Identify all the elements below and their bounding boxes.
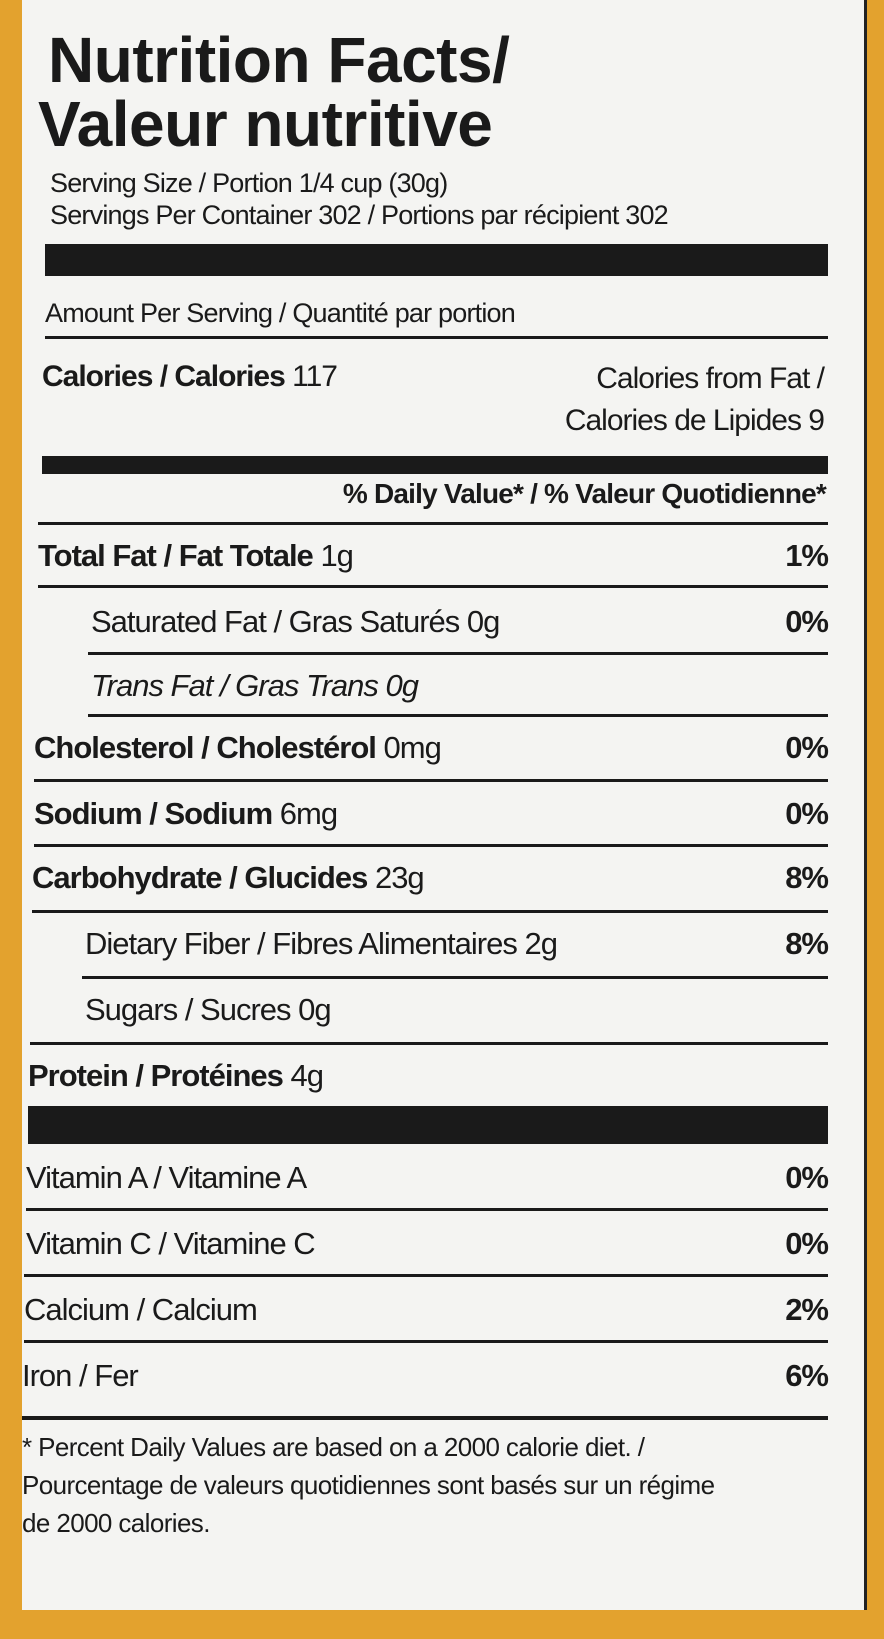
divider xyxy=(26,1208,828,1211)
vitamin-label: Vitamin A / Vitamine A xyxy=(26,1160,307,1195)
divider xyxy=(24,1340,828,1343)
nutrient-amount: 0g xyxy=(298,992,331,1027)
divider xyxy=(22,1416,828,1420)
calories-from-fat: Calories from Fat / Calories de Lipides … xyxy=(564,358,825,442)
vitamin-label: Iron / Fer xyxy=(22,1358,139,1393)
nutrient-amount: 23g xyxy=(374,860,425,895)
vitamin-row-vitamin-a: Vitamin A / Vitamine A 0% xyxy=(26,1152,829,1202)
nutrient-percent: 0% xyxy=(785,796,829,831)
footnote: * Percent Daily Values are based on a 20… xyxy=(22,1428,715,1542)
divider xyxy=(38,522,828,525)
nutrient-row-protein: Protein / Protéines 4g xyxy=(28,1050,828,1100)
footnote-line: de 2000 calories. xyxy=(22,1508,210,1538)
nutrient-row-total-fat: Total Fat / Fat Totale 1g 1% xyxy=(38,530,829,580)
nutrient-label: Sodium / Sodium xyxy=(34,796,273,831)
vitamin-row-calcium: Calcium / Calcium 2% xyxy=(24,1284,829,1334)
calories-from-fat-fr: Calories de Lipides 9 xyxy=(564,404,825,437)
calories-row: Calories / Calories 117 xyxy=(42,360,338,394)
nutrient-label: Carbohydrate / Glucides xyxy=(32,860,368,895)
servings-per-container: Servings Per Container 302 / Portions pa… xyxy=(50,200,669,230)
nutrient-percent: 8% xyxy=(785,860,829,895)
thick-divider xyxy=(42,456,828,474)
nutrient-label: Cholesterol / Cholestérol xyxy=(34,730,377,765)
nutrient-amount: 4g xyxy=(290,1058,324,1093)
nutrient-label: Total Fat / Fat Totale xyxy=(38,538,314,573)
nutrient-label: Dietary Fiber / Fibres Alimentaires xyxy=(85,926,518,961)
nutrient-row-saturated-fat: Saturated Fat / Gras Saturés 0g 0% xyxy=(36,596,829,646)
divider xyxy=(34,844,828,847)
nutrient-percent: 0% xyxy=(785,730,829,765)
divider xyxy=(24,1274,828,1277)
calories-label: Calories / Calories xyxy=(42,360,286,393)
thick-divider xyxy=(28,1106,828,1144)
nutrient-amount: 0mg xyxy=(383,730,442,765)
nutrient-row-cholesterol: Cholesterol / Cholestérol 0mg 0% xyxy=(34,722,829,772)
footnote-line: Pourcentage de valeurs quotidiennes sont… xyxy=(22,1470,715,1500)
serving-size: Serving Size / Portion 1/4 cup (30g) xyxy=(50,168,448,198)
nutrient-amount: 0g xyxy=(466,604,500,639)
daily-value-header: % Daily Value* / % Valeur Quotidienne* xyxy=(342,478,827,509)
vitamin-percent: 0% xyxy=(785,1226,829,1261)
vitamin-label: Calcium / Calcium xyxy=(24,1292,258,1327)
vitamin-percent: 0% xyxy=(785,1160,829,1195)
calories-from-fat-en: Calories from Fat / xyxy=(596,362,825,395)
vitamin-row-iron: Iron / Fer 6% xyxy=(22,1350,829,1400)
calories-value: 117 xyxy=(292,360,338,393)
title-french: Valeur nutritive xyxy=(38,88,493,160)
vitamin-label: Vitamin C / Vitamine C xyxy=(26,1226,316,1261)
nutrient-percent: 0% xyxy=(785,604,829,639)
nutrient-label: Saturated Fat / Gras Saturés xyxy=(91,604,460,639)
nutrient-percent: 8% xyxy=(785,926,829,961)
nutrient-amount: 0g xyxy=(385,668,419,703)
nutrient-label: Protein / Protéines xyxy=(28,1058,284,1093)
vitamin-percent: 2% xyxy=(785,1292,829,1327)
vitamin-row-vitamin-c: Vitamin C / Vitamine C 0% xyxy=(26,1218,829,1268)
nutrient-amount: 6mg xyxy=(279,796,338,831)
nutrient-row-dietary-fiber: Dietary Fiber / Fibres Alimentaires 2g 8… xyxy=(30,918,829,968)
nutrient-amount: 1g xyxy=(320,538,353,573)
nutrient-label: Sugars / Sucres xyxy=(85,992,292,1027)
title-english: Nutrition Facts/ xyxy=(48,24,510,96)
amount-per-serving: Amount Per Serving / Quantité par portio… xyxy=(45,298,516,328)
divider xyxy=(88,714,828,717)
nutrient-percent: 1% xyxy=(785,538,829,573)
nutrient-label: Trans Fat / Gras Trans xyxy=(91,668,379,703)
nutrient-row-sugars: Sugars / Sucres 0g xyxy=(30,984,828,1034)
divider xyxy=(34,779,828,782)
nutrient-row-trans-fat: Trans Fat / Gras Trans 0g xyxy=(36,660,828,710)
nutrient-row-sodium: Sodium / Sodium 6mg 0% xyxy=(34,788,829,838)
divider xyxy=(30,1042,828,1045)
divider xyxy=(82,976,828,979)
footnote-line: * Percent Daily Values are based on a 20… xyxy=(22,1432,645,1462)
vitamin-percent: 6% xyxy=(785,1358,829,1393)
divider xyxy=(45,336,828,339)
nutrient-amount: 2g xyxy=(524,926,558,961)
nutrient-row-carbohydrate: Carbohydrate / Glucides 23g 8% xyxy=(32,852,829,902)
divider xyxy=(32,910,828,913)
divider xyxy=(88,652,828,655)
divider xyxy=(38,585,828,588)
thick-divider xyxy=(45,244,828,276)
